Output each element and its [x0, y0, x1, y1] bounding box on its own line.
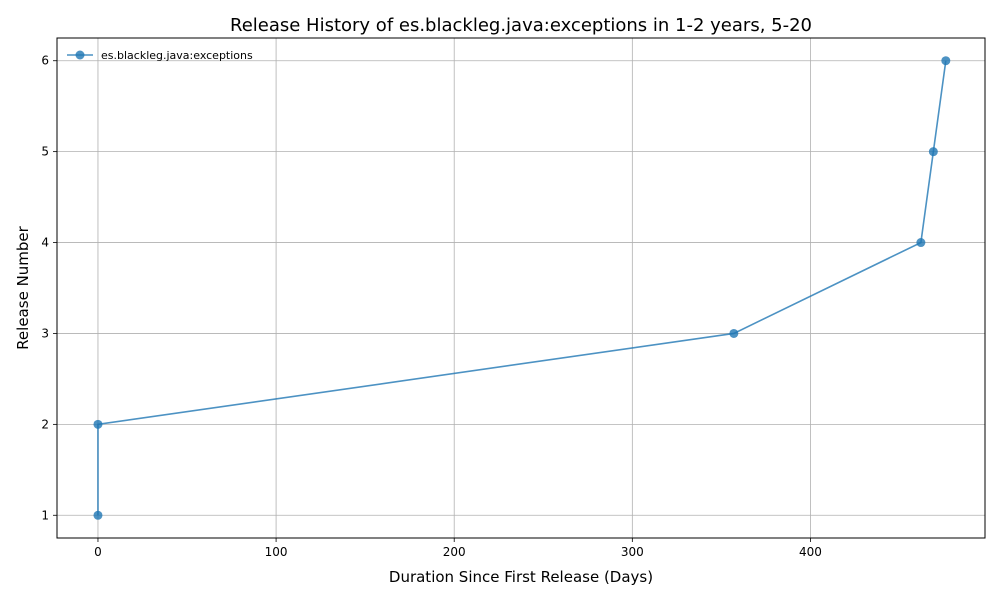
y-tick-label: 1	[41, 508, 49, 522]
x-tick-label: 300	[621, 545, 644, 559]
y-tick-label: 4	[41, 236, 49, 250]
x-axis-title: Duration Since First Release (Days)	[389, 568, 653, 586]
plot-area-frame	[56, 37, 986, 539]
data-point	[93, 510, 103, 520]
data-point	[916, 238, 926, 248]
y-tick-label: 2	[41, 417, 49, 431]
legend: es.blackleg.java:exceptions	[67, 49, 253, 62]
y-tick-label: 3	[41, 326, 49, 340]
y-axis-title: Release Number	[14, 225, 32, 349]
y-tick-label: 5	[41, 145, 49, 159]
series-line	[97, 60, 947, 516]
data-point	[729, 328, 739, 338]
data-point	[93, 419, 103, 429]
series-layer	[93, 56, 951, 520]
x-tick-label: 400	[799, 545, 822, 559]
data-point	[928, 147, 938, 157]
ticks-layer: 0 100 200 300 400 1 2 3 4 5 6	[41, 54, 822, 559]
x-tick-label: 200	[443, 545, 466, 559]
y-tick-label: 6	[41, 54, 49, 68]
x-tick-label: 100	[265, 545, 288, 559]
legend-marker-swatch	[75, 50, 85, 60]
x-tick-label: 0	[94, 545, 102, 559]
legend-label: es.blackleg.java:exceptions	[101, 49, 253, 62]
chart-title: Release History of es.blackleg.java:exce…	[230, 15, 812, 36]
grid-layer	[57, 38, 985, 538]
data-point	[941, 56, 951, 66]
